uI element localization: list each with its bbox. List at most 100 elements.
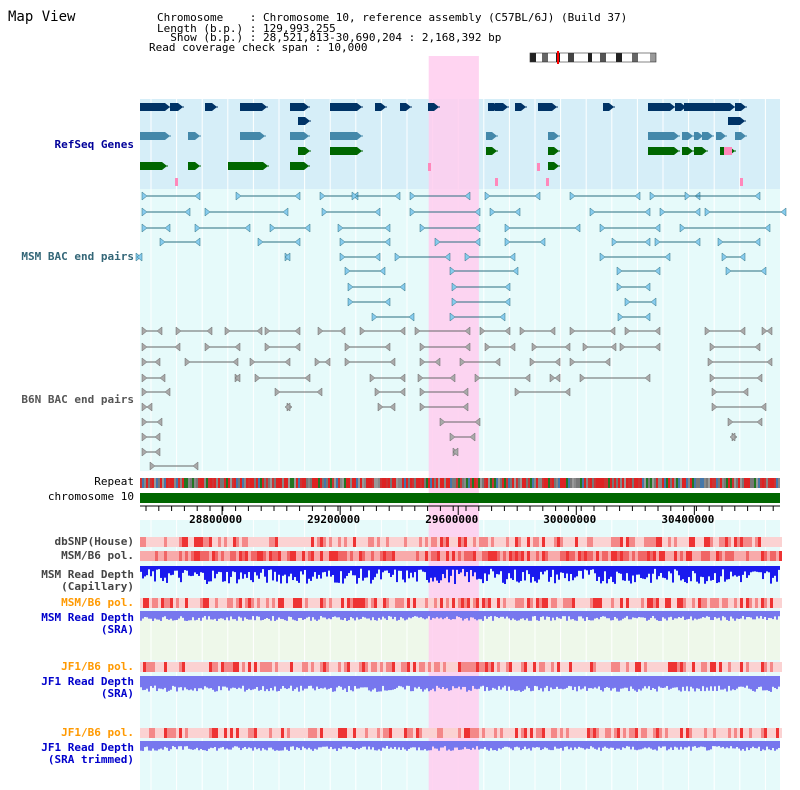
jf1-b6-pol-trimmed-cell bbox=[662, 728, 665, 738]
msm-b6-pol-sra-cell bbox=[281, 598, 284, 608]
jf1-b6-pol-cell bbox=[173, 662, 176, 672]
msm-bac-pair-end bbox=[659, 207, 666, 217]
msm-b6-pol-cell bbox=[410, 551, 413, 561]
b6n-bac-track-label[interactable]: B6N BAC end pairs bbox=[21, 393, 134, 406]
jf1-b6-pol-trimmed-cell bbox=[329, 728, 332, 738]
jf1-read-depth-sra-label[interactable]: JF1 Read Depth (SRA) bbox=[41, 675, 134, 700]
jf1-trimmed-depth-bar bbox=[450, 741, 452, 751]
jf1-b6-pol-cell bbox=[707, 662, 710, 672]
msm-bac-pair-end bbox=[235, 191, 242, 201]
msm-b6-pol-sra-cell bbox=[188, 598, 191, 608]
msm-b6-pol-sra-cell bbox=[194, 598, 197, 608]
dbsnp-density-cell bbox=[356, 537, 359, 547]
msm-capillary-depth-bar bbox=[310, 566, 312, 581]
msm-sra-depth-bar bbox=[566, 611, 568, 621]
msm-b6-pol-track-label[interactable]: MSM/B6 pol. bbox=[61, 549, 134, 562]
jf1-sra-depth-bar bbox=[496, 676, 498, 690]
chromosome-track-label[interactable]: chromosome 10 bbox=[47, 490, 134, 503]
jf1-trimmed-depth-bar bbox=[498, 741, 500, 749]
jf1-sra-depth-bar bbox=[348, 676, 350, 686]
msm-b6-pol-sra-cell bbox=[506, 598, 509, 608]
msm-b6-pol-sra-cell bbox=[254, 598, 257, 608]
msm-sra-depth-bar bbox=[374, 611, 376, 621]
msm-b6-pol-cell bbox=[188, 551, 191, 561]
repeat-feature bbox=[342, 478, 344, 488]
msm-b6-pol-sra-label[interactable]: MSM/B6 pol. bbox=[61, 596, 134, 609]
jf1-sra-depth-bar bbox=[370, 676, 372, 692]
dbsnp-track-label[interactable]: dbSNP(House) bbox=[54, 535, 134, 548]
jf1-trimmed-depth-bar bbox=[578, 741, 580, 747]
dbsnp-density-cell bbox=[617, 537, 620, 547]
jf1-b6-pol-cell bbox=[194, 662, 197, 672]
jf1-b6-pol-trimmed-cell bbox=[152, 728, 155, 738]
gene-strand-arrow bbox=[260, 132, 265, 140]
jf1-sra-depth-bar bbox=[234, 676, 236, 688]
refseq-gene-exon bbox=[140, 132, 165, 140]
msm-b6-pol-cell bbox=[584, 551, 587, 561]
msm-read-depth-capillary-label[interactable]: MSM Read Depth (Capillary) bbox=[41, 568, 134, 593]
dbsnp-density-cell bbox=[275, 537, 278, 547]
repeat-feature bbox=[168, 478, 170, 488]
dbsnp-density-cell bbox=[140, 537, 143, 547]
chromosome-info: Chromosome : Chromosome 10, reference as… bbox=[157, 11, 628, 24]
msm-sra-depth-bar bbox=[456, 611, 458, 617]
dbsnp-density-cell bbox=[512, 537, 515, 547]
msm-b6-pol-sra-cell bbox=[767, 598, 770, 608]
jf1-read-depth-trimmed-label[interactable]: JF1 Read Depth (SRA trimmed) bbox=[41, 741, 134, 766]
refseq-gene-exon bbox=[428, 103, 434, 111]
msm-capillary-depth-bar bbox=[654, 566, 656, 569]
msm-b6-pol-sra-cell bbox=[716, 598, 719, 608]
dbsnp-density-cell bbox=[329, 537, 332, 547]
msm-bac-pair-end bbox=[384, 237, 391, 247]
jf1-b6-pol-trimmed-label[interactable]: JF1/B6 pol. bbox=[61, 726, 134, 739]
jf1-sra-depth-bar bbox=[140, 676, 142, 688]
dbsnp-density-cell bbox=[509, 537, 512, 547]
jf1-trimmed-depth-bar bbox=[648, 741, 650, 748]
msm-b6-pol-cell bbox=[422, 551, 425, 561]
repeat-feature bbox=[428, 478, 430, 488]
repeat-track-label[interactable]: Repeat bbox=[94, 475, 134, 488]
jf1-sra-depth-bar bbox=[734, 676, 736, 691]
jf1-b6-pol-cell bbox=[698, 662, 701, 672]
repeat-feature bbox=[646, 478, 648, 488]
jf1-b6-pol-cell bbox=[209, 662, 212, 672]
jf1-trimmed-depth-bar bbox=[620, 741, 622, 750]
msm-b6-pol-sra-cell bbox=[233, 598, 236, 608]
msm-bac-track-label[interactable]: MSM BAC end pairs bbox=[21, 250, 134, 263]
msm-capillary-depth-bar bbox=[640, 566, 642, 579]
msm-b6-pol-cell bbox=[560, 551, 563, 561]
jf1-trimmed-depth-bar bbox=[454, 741, 456, 748]
msm-sra-depth-bar bbox=[326, 611, 328, 620]
msm-capillary-depth-bar bbox=[318, 566, 320, 575]
msm-sra-depth-bar bbox=[360, 611, 362, 619]
jf1-trimmed-depth-bar bbox=[750, 741, 752, 749]
msm-sra-depth-bar bbox=[440, 611, 442, 618]
repeat-feature bbox=[720, 478, 722, 488]
msm-bac-pair-end bbox=[504, 297, 511, 307]
jf1-trimmed-depth-bar bbox=[480, 741, 482, 749]
repeat-feature bbox=[504, 478, 506, 488]
msm-b6-pol-cell bbox=[521, 551, 524, 561]
jf1-sra-depth-bar bbox=[712, 676, 714, 691]
msm-b6-pol-sra-cell bbox=[311, 598, 314, 608]
msm-capillary-depth-bar bbox=[664, 566, 666, 579]
dbsnp-density-cell bbox=[527, 537, 530, 547]
repeat-feature bbox=[356, 478, 358, 488]
msm-capillary-depth-bar bbox=[182, 566, 184, 573]
jf1-sra-depth-bar bbox=[464, 676, 466, 687]
jf1-trimmed-depth-bar bbox=[230, 741, 232, 750]
jf1-b6-pol-trimmed-cell bbox=[647, 728, 650, 738]
msm-b6-pol-sra-cell bbox=[719, 598, 722, 608]
jf1-b6-pol-track-label[interactable]: JF1/B6 pol. bbox=[61, 660, 134, 673]
msm-read-depth-sra-label[interactable]: MSM Read Depth (SRA) bbox=[41, 611, 134, 636]
msm-b6-pol-cell bbox=[623, 551, 626, 561]
msm-b6-pol-cell bbox=[704, 551, 707, 561]
msm-capillary-depth-bar bbox=[160, 566, 162, 578]
jf1-sra-depth-bar bbox=[560, 676, 562, 689]
repeat-feature bbox=[250, 478, 252, 488]
msm-bac-pair-end bbox=[284, 252, 291, 262]
repeat-feature bbox=[624, 478, 626, 488]
msm-sra-depth-bar bbox=[450, 611, 452, 620]
refseq-track-label[interactable]: RefSeq Genes bbox=[54, 138, 134, 151]
